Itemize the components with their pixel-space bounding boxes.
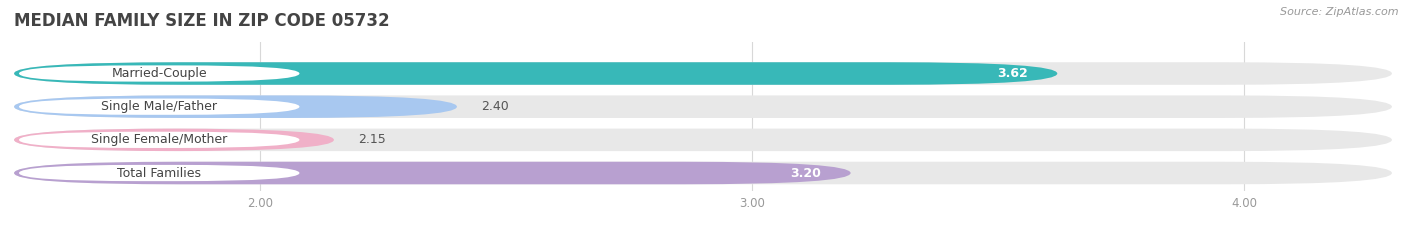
- Text: 3.62: 3.62: [997, 67, 1028, 80]
- FancyBboxPatch shape: [18, 132, 299, 148]
- FancyBboxPatch shape: [14, 62, 1392, 85]
- Text: Source: ZipAtlas.com: Source: ZipAtlas.com: [1281, 7, 1399, 17]
- Text: Single Male/Father: Single Male/Father: [101, 100, 218, 113]
- FancyBboxPatch shape: [14, 162, 851, 184]
- Text: Married-Couple: Married-Couple: [111, 67, 207, 80]
- FancyBboxPatch shape: [14, 129, 1392, 151]
- Text: Total Families: Total Families: [117, 167, 201, 179]
- Text: MEDIAN FAMILY SIZE IN ZIP CODE 05732: MEDIAN FAMILY SIZE IN ZIP CODE 05732: [14, 12, 389, 30]
- Text: Single Female/Mother: Single Female/Mother: [91, 133, 228, 146]
- FancyBboxPatch shape: [14, 95, 1392, 118]
- FancyBboxPatch shape: [14, 95, 457, 118]
- FancyBboxPatch shape: [14, 162, 1392, 184]
- FancyBboxPatch shape: [18, 65, 299, 82]
- Text: 3.20: 3.20: [790, 167, 821, 179]
- FancyBboxPatch shape: [18, 99, 299, 115]
- Text: 2.40: 2.40: [481, 100, 509, 113]
- FancyBboxPatch shape: [14, 129, 335, 151]
- FancyBboxPatch shape: [14, 62, 1057, 85]
- FancyBboxPatch shape: [18, 165, 299, 181]
- Text: 2.15: 2.15: [359, 133, 387, 146]
